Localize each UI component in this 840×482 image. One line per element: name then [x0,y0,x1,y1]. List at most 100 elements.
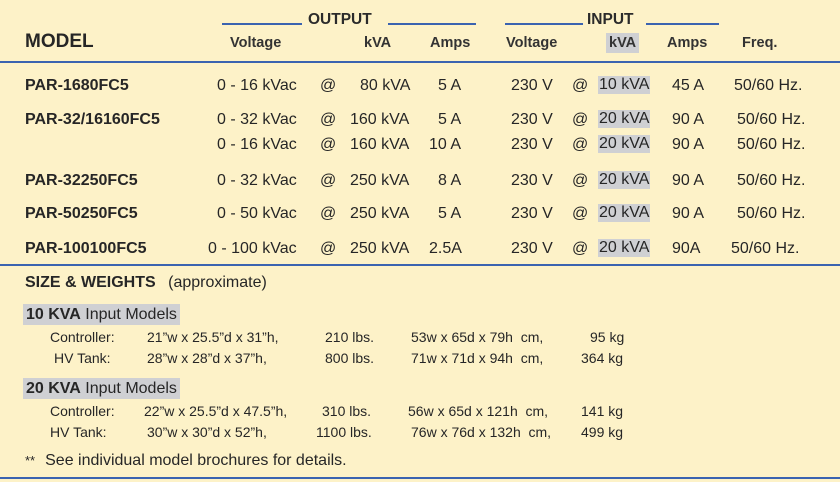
input-voltage: 230 V [511,77,553,94]
input-kva: 20 kVA [598,171,651,189]
at-sign: @ [320,172,337,189]
output-voltage: 0 - 16 kVac [217,77,297,94]
input-voltage: 230 V [511,111,553,128]
item-lbs: 1100 lbs. [316,424,372,440]
output-amps: 10 A [429,136,462,153]
input-voltage: 230 V [511,205,553,222]
at-sign: @ [572,77,589,94]
model-name: PAR-1680FC5 [25,77,129,94]
frequency: 50/60 Hz. [734,77,803,94]
frequency: 50/60 Hz. [737,136,806,153]
item-dims-in: 21”w x 25.5”d x 31”h, [147,329,279,345]
frequency: 50/60 Hz. [737,111,806,128]
footnote-mark: ** [25,453,36,468]
at-sign: @ [572,172,589,189]
at-sign: @ [320,240,337,257]
item-name: Controller: [50,403,115,419]
input-voltage: 230 V [511,172,553,189]
item-lbs: 800 lbs. [325,350,375,366]
input-amps: 90 A [672,111,705,128]
output-kva: 250 kVA [350,205,410,222]
section-divider [0,264,840,266]
item-kg: 95 kg [590,329,625,345]
input-amps: 90A [672,240,701,257]
frequency: 50/60 Hz. [737,172,806,189]
header-divider [0,61,840,63]
input-amps: 90 A [672,136,705,153]
item-kg: 499 kg [581,424,624,440]
item-dims-in: 22”w x 25.5”d x 47.5”h, [144,403,288,419]
input-voltage-header: Voltage [506,35,558,51]
at-sign: @ [572,136,589,153]
model-name: PAR-32250FC5 [25,172,138,189]
item-dims-cm: 76w x 76d x 132h cm, [411,424,552,440]
input-amps: 45 A [672,77,705,94]
input-amps-header: Amps [667,35,708,51]
item-name: Controller: [50,329,115,345]
output-kva: 160 kVA [350,136,410,153]
item-dims-cm: 71w x 71d x 94h cm, [411,350,544,366]
input-kva: 20 kVA [598,239,651,257]
at-sign: @ [320,111,337,128]
sizes-title: SIZE & WEIGHTS (approximate) [25,274,267,292]
group-label-10kva: 10 KVA Input Models [23,304,180,325]
frequency: 50/60 Hz. [731,240,800,257]
output-voltage-header: Voltage [230,35,282,51]
model-name: PAR-50250FC5 [25,205,138,222]
input-voltage: 230 V [511,240,553,257]
output-rule-right [388,23,476,25]
group-label-bold: 10 KVA [26,306,81,323]
output-amps: 2.5A [429,240,462,257]
at-sign: @ [320,77,337,94]
model-header: MODEL [25,31,94,52]
item-name: HV Tank: [54,350,111,366]
item-kg: 364 kg [581,350,624,366]
output-kva-header: kVA [364,35,392,51]
output-voltage: 0 - 32 kVac [217,111,297,128]
item-kg: 141 kg [581,403,624,419]
input-kva: 20 kVA [598,135,651,153]
output-voltage: 0 - 50 kVac [217,205,297,222]
output-group-label: OUTPUT [308,11,372,28]
at-sign: @ [572,111,589,128]
at-sign: @ [572,205,589,222]
output-voltage: 0 - 16 kVac [217,136,297,153]
item-lbs: 210 lbs. [325,329,375,345]
input-rule-right [646,23,719,25]
input-amps: 90 A [672,205,705,222]
output-kva: 250 kVA [350,172,410,189]
output-amps: 5 A [438,205,462,222]
output-voltage: 0 - 100 kVac [208,240,297,257]
item-dims-cm: 56w x 65d x 121h cm, [408,403,549,419]
sizes-title-bold: SIZE & WEIGHTS [25,274,156,291]
output-amps: 5 A [438,77,462,94]
input-voltage: 230 V [511,136,553,153]
output-kva: 160 kVA [350,111,410,128]
group-label-rest: Input Models [80,380,177,397]
model-name: PAR-100100FC5 [25,240,147,257]
output-amps-header: Amps [430,35,471,51]
freq-header: Freq. [742,35,778,51]
item-dims-in: 28”w x 28”d x 37”h, [147,350,267,366]
output-kva: 250 kVA [350,240,410,257]
at-sign: @ [320,205,337,222]
input-group-label: INPUT [587,11,634,28]
item-name: HV Tank: [50,424,107,440]
input-amps: 90 A [672,172,705,189]
input-kva: 20 kVA [598,110,651,128]
group-label-rest: Input Models [80,306,177,323]
output-amps: 8 A [438,172,462,189]
frequency: 50/60 Hz. [737,205,806,222]
input-kva-header: kVA [606,33,640,53]
footnote-text: See individual model brochures for detai… [45,452,347,469]
at-sign: @ [572,240,589,257]
group-label-bold: 20 KVA [26,380,81,397]
sizes-title-note: (approximate) [168,274,267,291]
input-kva: 20 kVA [598,204,651,222]
item-dims-in: 30”w x 30”d x 52”h, [147,424,267,440]
output-amps: 5 A [438,111,462,128]
model-name: PAR-32/16160FC5 [25,111,160,128]
group-label-20kva: 20 KVA Input Models [23,378,180,399]
output-rule-left [222,23,302,25]
